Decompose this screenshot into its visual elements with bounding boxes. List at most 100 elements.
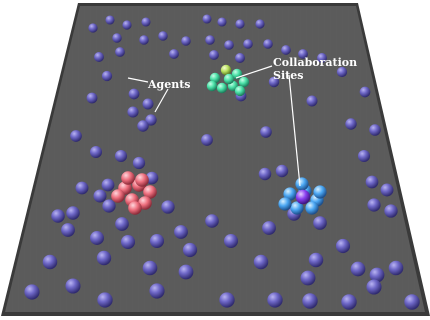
- site-sphere: [295, 177, 309, 191]
- agent-sphere: [335, 238, 351, 254]
- collaboration-site-blue: [278, 177, 327, 215]
- agent-sphere: [158, 31, 168, 41]
- agent-sphere: [341, 294, 357, 310]
- agent-sphere: [235, 53, 245, 63]
- site-sphere: [121, 171, 135, 185]
- agent-sphere: [201, 134, 213, 146]
- agent-sphere: [114, 149, 128, 163]
- sites-pointer-green: [235, 65, 273, 79]
- agent-sphere: [235, 19, 245, 29]
- agent-sphere: [205, 214, 219, 228]
- agent-sphere: [181, 36, 191, 46]
- site-sphere: [223, 73, 235, 85]
- agent-sphere: [97, 292, 113, 308]
- agent-sphere: [359, 86, 371, 98]
- agent-sphere: [388, 260, 404, 276]
- agent-sphere: [42, 254, 58, 270]
- agent-sphere: [51, 209, 65, 223]
- site-sphere: [234, 85, 246, 97]
- site-sphere: [135, 173, 149, 187]
- agent-sphere: [384, 204, 398, 218]
- agent-sphere: [139, 35, 149, 45]
- agent-sphere: [317, 53, 327, 63]
- agents-label: Agents: [147, 78, 191, 91]
- agent-sphere: [298, 49, 308, 59]
- agent-sphere: [263, 39, 273, 49]
- agent-sphere: [142, 260, 158, 276]
- agent-sphere: [366, 279, 382, 295]
- agent-sphere: [223, 233, 239, 249]
- agent-sphere: [243, 39, 253, 49]
- agent-sphere: [115, 47, 125, 57]
- agent-sphere: [350, 261, 366, 277]
- site-sphere: [209, 72, 221, 84]
- agent-sphere: [115, 217, 129, 231]
- agent-sphere: [275, 164, 289, 178]
- agent-sphere: [93, 189, 107, 203]
- agent-sphere: [149, 233, 165, 249]
- agent-sphere: [369, 267, 385, 283]
- collaboration-site-red: [111, 171, 157, 215]
- floor-grid: [5, 6, 425, 312]
- agent-sphere: [308, 252, 324, 268]
- agents-layer: [24, 14, 420, 310]
- site-sphere: [283, 187, 297, 201]
- agent-sphere: [70, 130, 82, 142]
- agents-pointer-left: [127, 77, 149, 83]
- agent-sphere: [128, 88, 140, 100]
- sites-pointer-purple: [288, 74, 301, 187]
- agent-sphere: [66, 206, 80, 220]
- site-core-sphere: [295, 189, 311, 205]
- agent-sphere: [404, 294, 420, 310]
- agent-sphere: [145, 171, 159, 185]
- agent-sphere: [96, 250, 112, 266]
- agent-sphere: [302, 293, 318, 309]
- site-sphere: [290, 201, 304, 215]
- site-sphere: [313, 185, 327, 199]
- agent-sphere: [105, 15, 115, 25]
- collaboration-sites-label-line1: Collaboration: [273, 56, 357, 69]
- agent-sphere: [217, 17, 227, 27]
- site-sphere: [305, 201, 319, 215]
- agent-sphere: [141, 17, 151, 27]
- agent-sphere: [101, 70, 113, 82]
- site-sphere: [206, 80, 218, 92]
- site-sphere: [238, 76, 250, 88]
- agent-sphere: [61, 223, 75, 237]
- agent-sphere: [345, 118, 357, 130]
- agent-sphere: [169, 49, 179, 59]
- agent-sphere: [262, 221, 276, 235]
- agent-sphere: [267, 292, 283, 308]
- agent-sphere: [90, 231, 104, 245]
- agent-sphere: [132, 156, 146, 170]
- agent-sphere: [122, 20, 132, 30]
- collaboration-sites-label-line2: Sites: [273, 69, 303, 82]
- agent-sphere: [258, 167, 272, 181]
- agent-sphere: [367, 198, 381, 212]
- agent-sphere: [88, 23, 98, 33]
- agent-sphere: [145, 114, 157, 126]
- agent-sphere: [219, 292, 235, 308]
- agent-sphere: [336, 66, 348, 78]
- agent-sphere: [205, 35, 215, 45]
- agent-sphere: [202, 14, 212, 24]
- agent-sphere: [357, 149, 371, 163]
- agent-sphere: [142, 98, 154, 110]
- agent-sphere: [120, 234, 136, 250]
- agent-sphere: [224, 40, 234, 50]
- site-sphere: [111, 189, 125, 203]
- agent-sphere: [94, 52, 104, 62]
- agent-sphere: [89, 145, 103, 159]
- site-sphere: [128, 201, 142, 215]
- agents-pointer-down: [154, 88, 169, 113]
- agent-sphere: [101, 178, 115, 192]
- agent-sphere: [137, 120, 149, 132]
- agent-sphere: [174, 225, 188, 239]
- agent-sphere: [253, 254, 269, 270]
- agent-sphere: [268, 76, 280, 88]
- agent-sphere: [209, 50, 219, 60]
- site-sphere: [278, 197, 292, 211]
- site-sphere: [143, 185, 157, 199]
- agent-sphere: [149, 283, 165, 299]
